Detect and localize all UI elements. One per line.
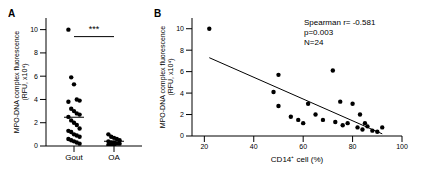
html-text:p=0.003: p=0.003 bbox=[304, 28, 334, 37]
svg-text:4: 4 bbox=[180, 90, 184, 97]
svg-text:0: 0 bbox=[34, 142, 38, 149]
svg-text:***: *** bbox=[89, 24, 100, 34]
svg-text:8: 8 bbox=[34, 49, 38, 56]
svg-text:4: 4 bbox=[34, 96, 38, 103]
svg-text:10: 10 bbox=[176, 25, 184, 32]
svg-text:2: 2 bbox=[34, 119, 38, 126]
svg-text:Gout: Gout bbox=[65, 153, 83, 162]
html-text:N=24: N=24 bbox=[304, 38, 324, 47]
svg-text:CD14⁺ cell (%): CD14⁺ cell (%) bbox=[271, 155, 324, 164]
svg-text:40: 40 bbox=[250, 143, 258, 150]
svg-text:20: 20 bbox=[200, 143, 208, 150]
svg-text:MPO-DNA complex fluorescence(R: MPO-DNA complex fluorescence(RFU, x10⁴) bbox=[13, 31, 29, 133]
svg-text:OA: OA bbox=[108, 153, 120, 162]
svg-text:80: 80 bbox=[349, 143, 357, 150]
svg-text:8: 8 bbox=[180, 47, 184, 54]
svg-text:60: 60 bbox=[299, 143, 307, 150]
svg-text:100: 100 bbox=[396, 143, 408, 150]
html-text:A: A bbox=[8, 8, 16, 19]
html-text:Spearman r= -0.581: Spearman r= -0.581 bbox=[304, 18, 376, 27]
svg-text:6: 6 bbox=[34, 73, 38, 80]
svg-text:2: 2 bbox=[180, 111, 184, 118]
html-text:B: B bbox=[154, 8, 162, 19]
svg-text:0: 0 bbox=[180, 132, 184, 139]
svg-text:6: 6 bbox=[180, 68, 184, 75]
svg-text:MPO-DNA complex fluorescence(R: MPO-DNA complex fluorescence(RFU, x10⁴) bbox=[159, 26, 175, 128]
svg-text:10: 10 bbox=[30, 26, 38, 33]
